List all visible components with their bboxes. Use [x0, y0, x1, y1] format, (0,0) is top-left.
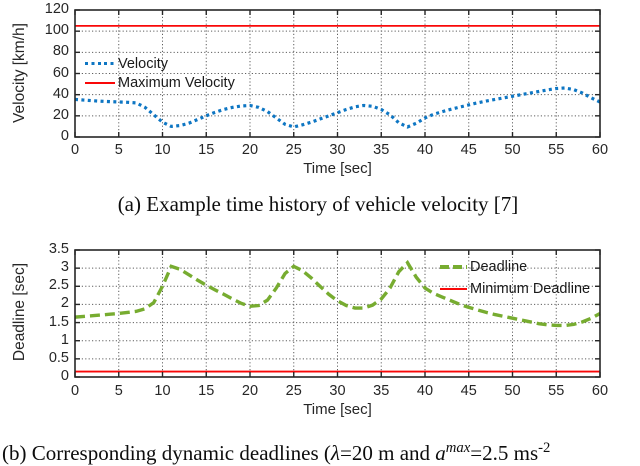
y-tick-label: 3 — [60, 259, 69, 276]
x-tick-label: 5 — [114, 383, 123, 399]
x-tick-label: 60 — [591, 142, 609, 158]
max-superscript: max — [445, 440, 471, 456]
x-tick-label: 10 — [154, 383, 171, 399]
legend-item-min-deadline: Minimum Deadline — [440, 278, 590, 300]
chart2-legend: Deadline Minimum Deadline — [440, 256, 590, 300]
legend-item-velocity: Velocity — [85, 54, 235, 73]
x-tick-label: 40 — [416, 142, 434, 158]
y-tick-label: 1 — [60, 331, 69, 348]
x-tick-label: 50 — [504, 383, 521, 399]
x-tick-label: 20 — [241, 383, 259, 399]
y-tick-label: 3.5 — [48, 241, 69, 257]
x-tick-label: 40 — [416, 383, 434, 399]
y-tick-label: 80 — [52, 43, 69, 60]
x-tick-label: 25 — [285, 383, 302, 399]
deadline-line-sample-icon — [440, 265, 467, 269]
chart1-legend: Velocity Maximum Velocity — [85, 54, 235, 92]
legend-label: Deadline — [470, 259, 528, 275]
y-tick-label: 60 — [52, 64, 69, 81]
y-tick-label: 0 — [60, 128, 69, 144]
y-tick-label: 0.5 — [48, 349, 69, 366]
x-tick-label: 35 — [373, 142, 390, 158]
x-tick-label: 15 — [198, 383, 215, 399]
caption-b-text: (b) Corresponding dynamic deadlines ( — [2, 441, 331, 465]
x-tick-label: 0 — [70, 142, 80, 158]
y-tick-label: 2.5 — [48, 277, 69, 294]
legend-label: Minimum Deadline — [470, 281, 591, 297]
y-tick-label: 1.5 — [48, 313, 69, 330]
y-tick-label: 100 — [44, 22, 69, 39]
x-tick-label: 0 — [70, 383, 80, 399]
x-tick-label: 60 — [591, 383, 609, 399]
velocity-line-sample-icon — [85, 61, 115, 66]
chart1-x-axis-label: Time [sec] — [303, 160, 372, 177]
x-tick-label: 55 — [548, 142, 565, 158]
x-tick-label: 55 — [548, 383, 565, 399]
x-tick-label: 20 — [241, 142, 259, 158]
legend-item-deadline: Deadline — [440, 256, 590, 278]
legend-label: Velocity — [118, 55, 168, 72]
legend-label: Maximum Velocity — [118, 74, 235, 91]
chart2-x-axis-label: Time [sec] — [303, 401, 372, 418]
y-tick-label: 40 — [52, 85, 69, 102]
caption-b-text: =2.5 ms — [470, 441, 539, 465]
y-tick-label: 20 — [52, 106, 69, 123]
x-tick-label: 5 — [114, 142, 123, 158]
max-velocity-line-sample-icon — [85, 81, 115, 84]
y-tick-label: 2 — [60, 295, 69, 312]
x-tick-label: 45 — [460, 142, 477, 158]
x-tick-label: 45 — [460, 383, 477, 399]
x-tick-label: 35 — [373, 383, 390, 399]
x-tick-label: 10 — [154, 142, 171, 158]
exponent-superscript: -2 — [538, 440, 551, 456]
x-tick-label: 30 — [329, 383, 346, 399]
lambda-symbol: λ — [330, 441, 341, 465]
caption-b: (b) Corresponding dynamic deadlines (λ=2… — [2, 440, 550, 466]
legend-item-max-velocity: Maximum Velocity — [85, 73, 235, 92]
caption-b-text: =20 m and — [340, 441, 436, 465]
x-tick-label: 30 — [329, 142, 346, 158]
y-tick-label: 120 — [44, 1, 69, 17]
a-variable: a — [435, 441, 446, 465]
y-tick-label: 0 — [60, 368, 69, 384]
min-deadline-line-sample-icon — [440, 288, 467, 290]
x-tick-label: 50 — [504, 142, 521, 158]
x-tick-label: 25 — [285, 142, 302, 158]
caption-a: (a) Example time history of vehicle velo… — [117, 192, 519, 216]
x-tick-label: 15 — [198, 142, 215, 158]
